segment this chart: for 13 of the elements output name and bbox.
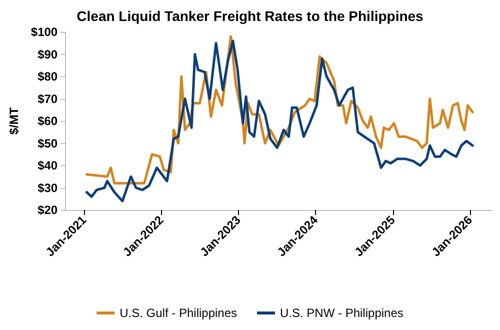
y-tick-label: $60 — [38, 114, 58, 128]
y-tick-label: $70 — [38, 92, 58, 106]
y-tick-label: $40 — [38, 158, 58, 172]
y-tick-label: $20 — [38, 203, 58, 217]
legend-label: U.S. Gulf - Philippines — [120, 306, 238, 320]
y-tick-label: $90 — [38, 47, 58, 62]
legend-label: U.S. PNW - Philippines — [280, 306, 404, 320]
y-tick-label: $30 — [38, 180, 58, 195]
y-tick-label: $100 — [30, 25, 58, 39]
y-tick-label: $80 — [38, 70, 58, 84]
chart-title: Clean Liquid Tanker Freight Rates to the Philippines — [76, 8, 424, 24]
y-tick-label: $50 — [38, 136, 58, 150]
y-axis-title: $/MT — [7, 106, 21, 135]
